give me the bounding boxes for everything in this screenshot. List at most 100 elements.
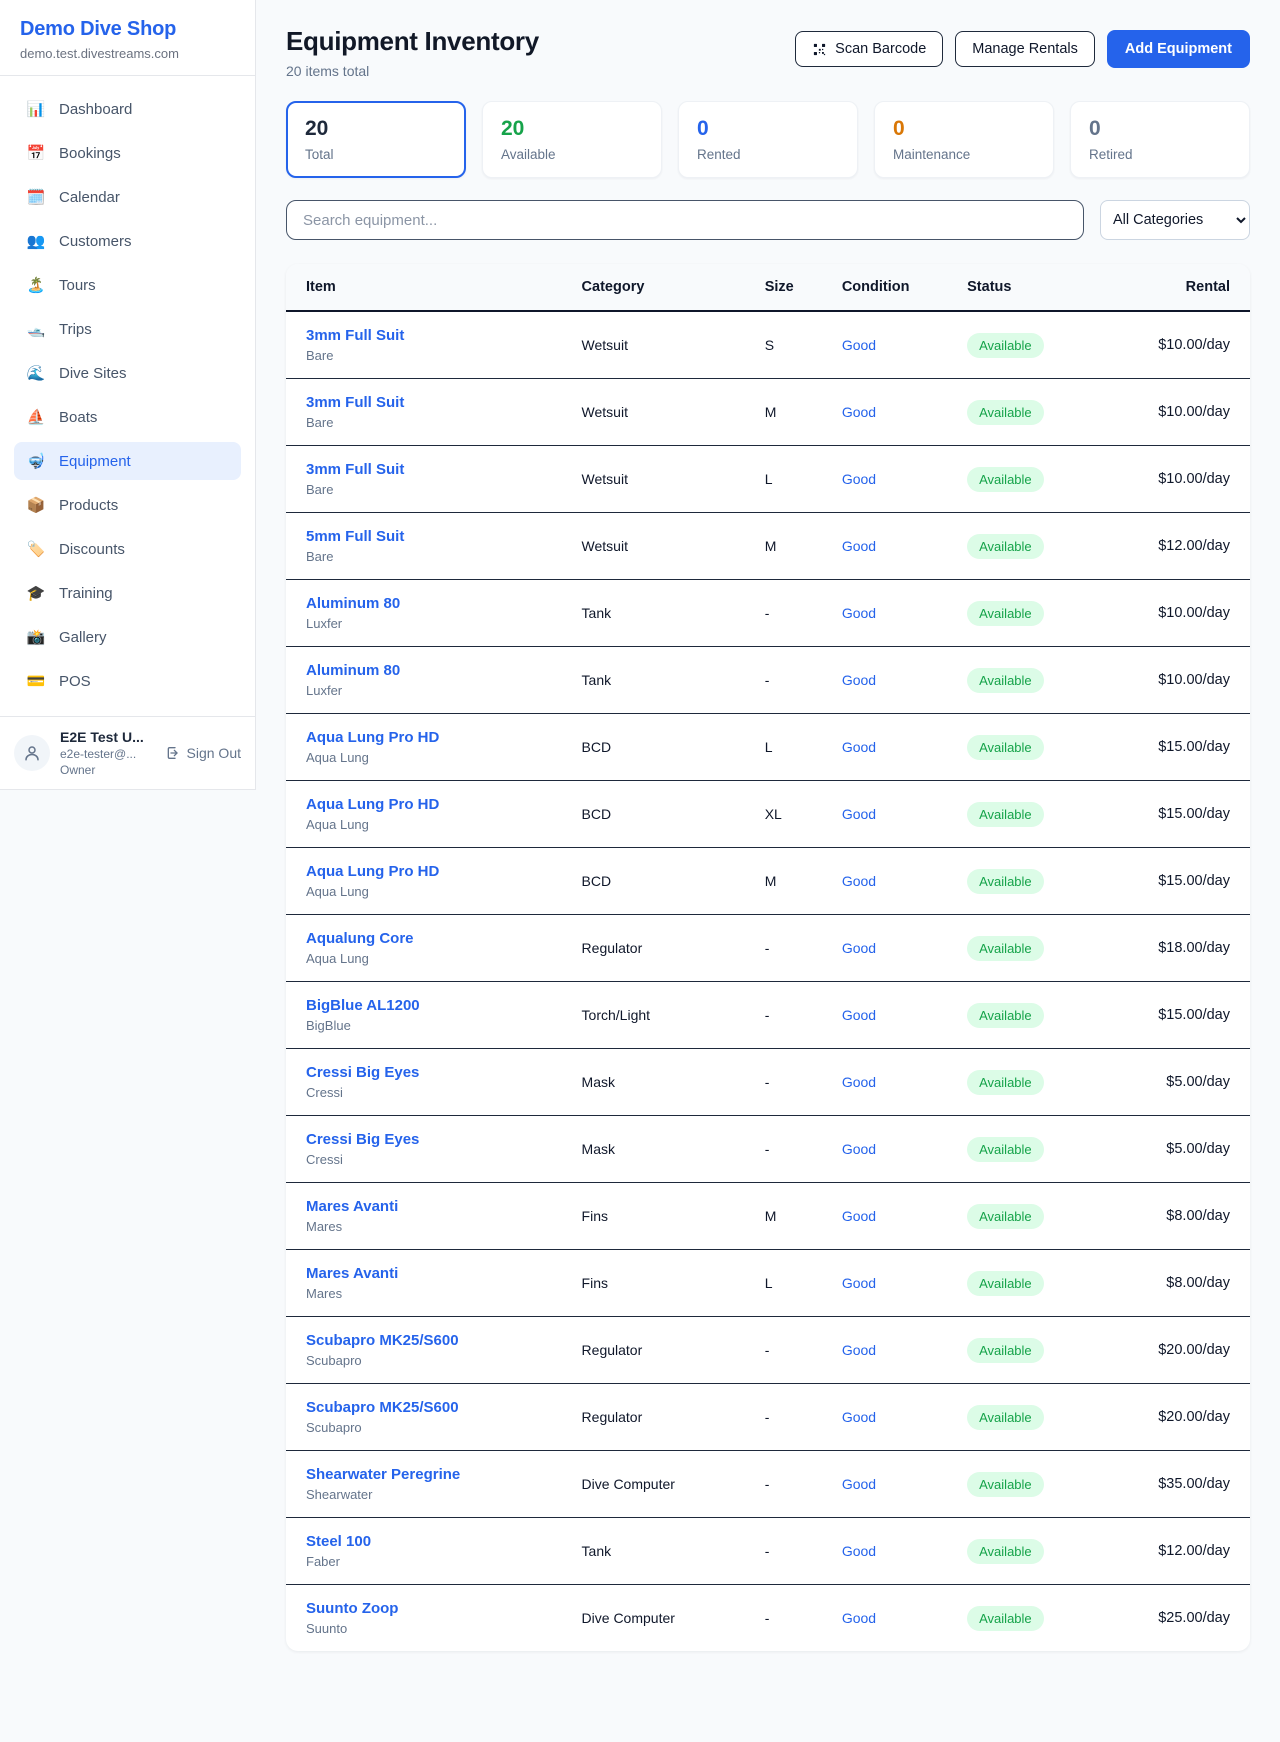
table-row: Suunto Zoop Suunto Dive Computer - Good … <box>286 1585 1250 1652</box>
item-condition-link[interactable]: Good <box>841 1543 877 1559</box>
item-condition-link[interactable]: Good <box>841 1610 877 1626</box>
item-size: XL <box>764 806 782 822</box>
table-row: Steel 100 Faber Tank - Good Available $1… <box>286 1518 1250 1585</box>
item-condition-link[interactable]: Good <box>841 1141 877 1157</box>
sidebar-item-label: Training <box>59 584 113 602</box>
item-condition-link[interactable]: Good <box>841 471 877 487</box>
stat-card[interactable]: 0 Retired <box>1070 101 1250 178</box>
item-size: - <box>764 1610 770 1626</box>
column-header-condition: Condition <box>825 264 952 312</box>
item-category: Fins <box>581 1275 608 1291</box>
sidebar-item[interactable]: 🏷️ Discounts <box>14 530 241 568</box>
sidebar-item[interactable]: 🏝️ Tours <box>14 266 241 304</box>
item-name-link[interactable]: Steel 100 <box>306 1533 372 1550</box>
item-category: BCD <box>581 806 612 822</box>
status-badge: Available <box>967 1069 1044 1095</box>
item-size: L <box>764 1275 773 1291</box>
item-name-link[interactable]: 5mm Full Suit <box>306 528 405 545</box>
scan-barcode-button[interactable]: Scan Barcode <box>795 31 944 67</box>
sidebar-item[interactable]: 📅 Bookings <box>14 134 241 172</box>
search-input[interactable] <box>286 200 1084 240</box>
item-condition-link[interactable]: Good <box>841 672 877 688</box>
item-name-link[interactable]: Cressi Big Eyes <box>306 1064 420 1081</box>
stat-card[interactable]: 0 Maintenance <box>874 101 1054 178</box>
item-name-link[interactable]: Aqua Lung Pro HD <box>306 729 440 746</box>
item-rental-rate: $15.00/day <box>1158 1007 1230 1023</box>
sidebar-item[interactable]: ⛵ Boats <box>14 398 241 436</box>
stat-card[interactable]: 20 Available <box>482 101 662 178</box>
sidebar-item[interactable]: 🌊 Dive Sites <box>14 354 241 392</box>
sidebar-item[interactable]: 🎓 Training <box>14 574 241 612</box>
item-brand: Cressi <box>306 1152 343 1167</box>
status-badge: Available <box>967 466 1044 492</box>
table-row: Scubapro MK25/S600 Scubapro Regulator - … <box>286 1317 1250 1384</box>
item-rental-rate: $10.00/day <box>1158 672 1230 688</box>
sign-out-button[interactable]: Sign Out <box>165 745 241 761</box>
status-badge: Available <box>967 1605 1044 1631</box>
item-name-link[interactable]: Scubapro MK25/S600 <box>306 1399 459 1416</box>
item-condition-link[interactable]: Good <box>841 806 877 822</box>
item-condition-link[interactable]: Good <box>841 538 877 554</box>
sidebar-item[interactable]: 👥 Customers <box>14 222 241 260</box>
item-name-link[interactable]: Mares Avanti <box>306 1198 399 1215</box>
item-brand: Faber <box>306 1554 340 1569</box>
item-category: Tank <box>581 672 612 688</box>
item-condition-link[interactable]: Good <box>841 1208 877 1224</box>
manage-rentals-button[interactable]: Manage Rentals <box>955 31 1095 67</box>
item-name-link[interactable]: BigBlue AL1200 <box>306 997 420 1014</box>
item-condition-link[interactable]: Good <box>841 605 877 621</box>
item-condition-link[interactable]: Good <box>841 337 877 353</box>
item-name-link[interactable]: 3mm Full Suit <box>306 394 405 411</box>
item-name-link[interactable]: Mares Avanti <box>306 1265 399 1282</box>
stat-card[interactable]: 20 Total <box>286 101 466 178</box>
column-header-rental: Rental <box>1115 264 1250 312</box>
item-name-link[interactable]: Aqua Lung Pro HD <box>306 863 440 880</box>
stat-card[interactable]: 0 Rented <box>678 101 858 178</box>
item-condition-link[interactable]: Good <box>841 1342 877 1358</box>
status-badge: Available <box>967 1136 1044 1162</box>
item-condition-link[interactable]: Good <box>841 940 877 956</box>
table-row: Cressi Big Eyes Cressi Mask - Good Avail… <box>286 1049 1250 1116</box>
item-brand: Aqua Lung <box>306 817 369 832</box>
item-condition-link[interactable]: Good <box>841 739 877 755</box>
sidebar-item[interactable]: 🤿 Equipment <box>14 442 241 480</box>
item-category: Torch/Light <box>581 1007 651 1023</box>
item-name-link[interactable]: Suunto Zoop <box>306 1600 399 1617</box>
add-equipment-button[interactable]: Add Equipment <box>1106 30 1250 68</box>
item-name-link[interactable]: 3mm Full Suit <box>306 327 405 344</box>
item-name-link[interactable]: Aqua Lung Pro HD <box>306 796 440 813</box>
sidebar-item[interactable]: 📊 Dashboard <box>14 90 241 128</box>
sidebar-item[interactable]: 📦 Products <box>14 486 241 524</box>
main-content: Equipment Inventory 20 items total Scan … <box>256 0 1280 1671</box>
item-brand: Bare <box>306 348 334 363</box>
item-name-link[interactable]: Cressi Big Eyes <box>306 1131 420 1148</box>
item-name-link[interactable]: Aqualung Core <box>306 930 414 947</box>
sidebar-item[interactable]: 🗓️ Calendar <box>14 178 241 216</box>
status-badge: Available <box>967 801 1044 827</box>
item-rental-rate: $18.00/day <box>1158 940 1230 956</box>
dive-sites-icon: 🌊 <box>26 365 46 382</box>
user-name: E2E Test U... <box>60 729 144 745</box>
item-name-link[interactable]: Scubapro MK25/S600 <box>306 1332 459 1349</box>
sidebar-item[interactable]: 💳 POS <box>14 662 241 700</box>
category-filter-select[interactable]: All Categories <box>1100 200 1250 240</box>
item-condition-link[interactable]: Good <box>841 1275 877 1291</box>
item-condition-link[interactable]: Good <box>841 1007 877 1023</box>
item-brand: Mares <box>306 1286 343 1301</box>
item-name-link[interactable]: Aluminum 80 <box>306 662 401 679</box>
item-condition-link[interactable]: Good <box>841 404 877 420</box>
item-brand: Mares <box>306 1219 343 1234</box>
item-condition-link[interactable]: Good <box>841 873 877 889</box>
equipment-table: Item Category Size Condition Status Rent… <box>286 264 1250 1651</box>
item-condition-link[interactable]: Good <box>841 1074 877 1090</box>
item-size: L <box>764 739 773 755</box>
sidebar-item[interactable]: 📸 Gallery <box>14 618 241 656</box>
item-name-link[interactable]: Shearwater Peregrine <box>306 1466 461 1483</box>
sidebar-item-label: Equipment <box>59 452 131 470</box>
item-condition-link[interactable]: Good <box>841 1476 877 1492</box>
sidebar-item[interactable]: 🛥️ Trips <box>14 310 241 348</box>
item-name-link[interactable]: Aluminum 80 <box>306 595 401 612</box>
item-condition-link[interactable]: Good <box>841 1409 877 1425</box>
stat-label: Total <box>305 147 334 162</box>
item-name-link[interactable]: 3mm Full Suit <box>306 461 405 478</box>
